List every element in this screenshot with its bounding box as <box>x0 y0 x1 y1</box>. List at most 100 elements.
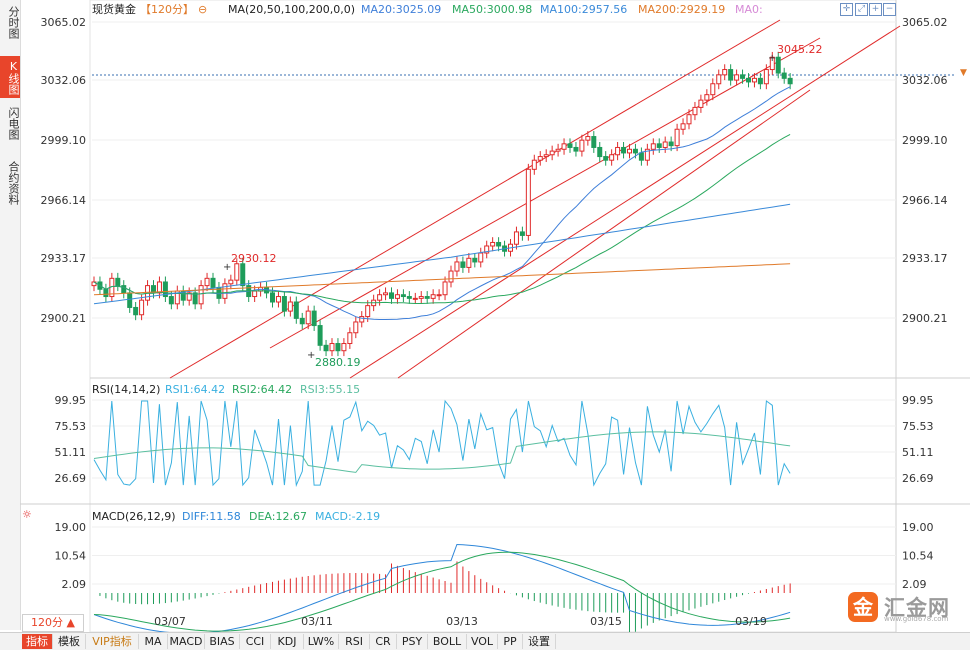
candle-body <box>442 281 448 296</box>
candle-body <box>389 292 394 299</box>
ma50-line <box>93 133 791 304</box>
rsi-label: RSI(14,14,2) <box>92 383 160 396</box>
candle-body <box>121 285 127 294</box>
macd-value: MACD:-2.19 <box>315 510 380 523</box>
chart-text-labels: 3065.02 3065.02 3032.06 3032.06 2999.10 2999.… <box>22 2 967 628</box>
rsi1-line <box>93 399 791 488</box>
candlestick-series <box>91 51 793 357</box>
candle-body <box>781 72 787 79</box>
logo-url: www.gold678.com <box>884 615 949 623</box>
candle-body <box>198 285 204 305</box>
toolbar-item-10[interactable]: CR <box>370 634 397 649</box>
toolbar-item-15[interactable]: 设置 <box>523 634 556 649</box>
toolbar-item-13[interactable]: VOL <box>467 634 498 649</box>
rsi3-line <box>93 431 791 473</box>
toolbar-item-3[interactable]: MA <box>139 634 168 649</box>
ma100-line <box>93 203 791 305</box>
rsi-tick-right: 99.95 <box>902 394 934 407</box>
channel-line <box>269 37 821 349</box>
channel-line <box>397 89 811 379</box>
toolbar-item-1[interactable]: 模板 <box>53 634 86 649</box>
kline-chart[interactable]: 3065.02 3065.02 3032.06 3032.06 2999.10 2999.… <box>20 0 970 632</box>
candle-body <box>210 277 216 288</box>
candle-body <box>686 114 692 125</box>
toolbar-item-9[interactable]: RSI <box>339 634 370 649</box>
zoom-in-icon[interactable]: + <box>869 3 882 16</box>
toolbar-item-12[interactable]: BOLL <box>428 634 467 649</box>
toolbar-item-2[interactable]: VIP指标 <box>86 634 139 649</box>
candle-body <box>418 296 424 299</box>
crosshair-icon[interactable]: ✛ <box>840 3 853 16</box>
logo-text: 汇金网 <box>884 596 950 620</box>
date-tick: 03/15 <box>590 615 622 628</box>
rsi2-value: RSI2:64.42 <box>232 383 292 396</box>
expand-icon[interactable]: ⤢ <box>855 3 868 16</box>
low-annotation: 2880.19 <box>315 356 361 369</box>
rsi-tick-right: 26.69 <box>902 472 934 485</box>
candle-body <box>204 277 210 287</box>
price-tick-right: 3032.06 <box>902 74 948 87</box>
candle-body <box>412 297 418 300</box>
candle-body <box>698 99 704 108</box>
candle-body <box>692 106 698 116</box>
dea-value: DEA:12.67 <box>249 510 307 523</box>
period-selector[interactable]: 120分 ▲ <box>22 614 84 632</box>
date-tick: 03/13 <box>446 615 478 628</box>
candle-body <box>287 301 293 312</box>
candle-body <box>519 231 525 236</box>
toolbar-item-14[interactable]: PP <box>498 634 523 649</box>
header-period: 【120分】 <box>140 3 194 16</box>
toolbar-item-6[interactable]: CCI <box>240 634 271 649</box>
ma200-line <box>93 263 791 296</box>
current-price-marker: ▼ <box>960 68 967 78</box>
candle-body <box>573 146 579 152</box>
channel-line <box>169 19 781 379</box>
zoom-out-icon[interactable]: − <box>883 3 896 16</box>
candle-body <box>347 332 353 345</box>
tab-kline[interactable]: K线图 <box>0 56 20 98</box>
toolbar-item-5[interactable]: BIAS <box>205 634 240 649</box>
tab-contract-info[interactable]: 合约资料 <box>7 161 20 205</box>
candle-body <box>383 292 389 296</box>
macd-tick-left: 10.54 <box>55 550 87 563</box>
trend-channel-lines <box>169 19 901 379</box>
candle-body <box>674 128 680 147</box>
rsi-tick-left: 75.53 <box>55 420 87 433</box>
candle-body <box>632 148 638 154</box>
ma0-value: MA0: <box>735 3 763 16</box>
price-tick-right: 2933.17 <box>902 252 948 265</box>
candle-body <box>406 296 412 299</box>
toolbar-item-0[interactable]: 指标 <box>22 634 53 649</box>
date-tick: 03/19 <box>735 615 767 628</box>
candle-body <box>311 310 317 327</box>
macd-tick-right: 19.00 <box>902 521 934 534</box>
macd-tick-left: 19.00 <box>55 521 87 534</box>
candle-body <box>472 257 478 263</box>
candle-body <box>222 283 228 299</box>
candle-body <box>270 292 275 303</box>
toolbar-item-11[interactable]: PSY <box>397 634 428 649</box>
rsi-tick-left: 51.11 <box>55 446 87 459</box>
toolbar-item-7[interactable]: KDJ <box>271 634 304 649</box>
rsi-tick-left: 99.95 <box>55 394 87 407</box>
toolbar-item-4[interactable]: MACD <box>168 634 205 649</box>
candle-body <box>662 141 668 148</box>
candle-body <box>115 277 121 287</box>
rsi-tick-left: 26.69 <box>55 472 87 485</box>
candle-body <box>638 152 644 161</box>
candle-body <box>454 261 460 272</box>
ma50-value: MA50:3000.98 <box>452 3 532 16</box>
toolbar-item-8[interactable]: LW% <box>304 634 339 649</box>
tab-timeshare[interactable]: 分时图 <box>7 5 20 39</box>
candle-body <box>621 146 627 154</box>
tab-lightning[interactable]: 闪电图 <box>7 106 20 140</box>
price-tick-left: 2933.17 <box>41 252 87 265</box>
diff-value: DIFF:11.58 <box>182 510 241 523</box>
candle-body <box>597 146 603 158</box>
price-tick-right: 3065.02 <box>902 16 948 29</box>
macd-tick-left: 2.09 <box>62 578 87 591</box>
candle-body <box>252 290 258 298</box>
candle-body <box>436 294 442 297</box>
candle-body <box>323 344 329 352</box>
period-toggle-icon: ⊖ <box>198 3 207 16</box>
